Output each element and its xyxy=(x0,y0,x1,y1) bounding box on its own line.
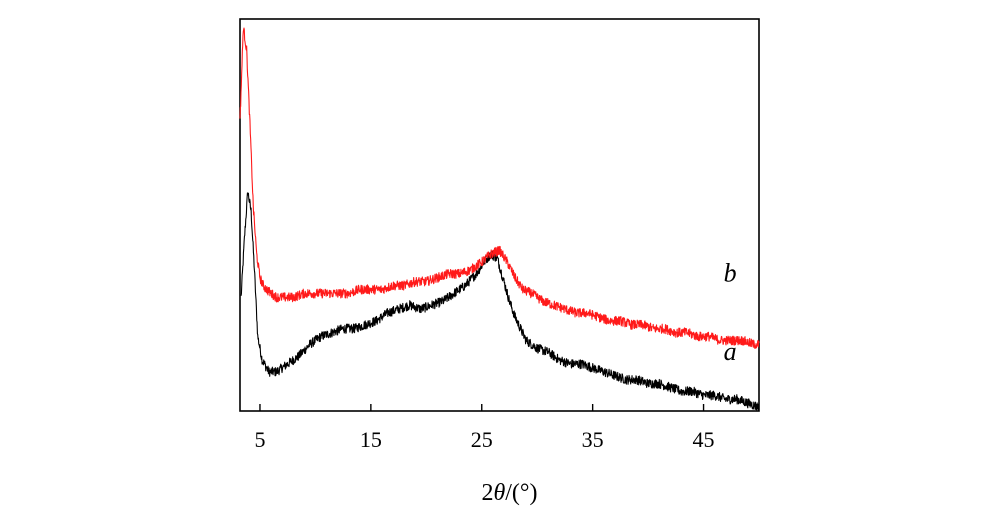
annotations: ba xyxy=(724,259,737,366)
x-tick-label: 25 xyxy=(471,427,493,452)
plot-frame xyxy=(239,18,760,412)
x-axis-title-unit: /(°) xyxy=(505,480,537,506)
series-layer xyxy=(239,27,760,412)
series-line-a xyxy=(240,192,760,412)
series-label-b: b xyxy=(724,259,737,288)
series-label-a: a xyxy=(724,337,737,366)
x-tick-label: 45 xyxy=(693,427,715,452)
x-axis-title: 2θ/(°) xyxy=(481,480,537,506)
x-tick-label: 35 xyxy=(582,427,604,452)
series-line-b xyxy=(239,27,760,349)
x-axis-title-theta: θ xyxy=(493,480,505,506)
x-axis-ticks: 5 15 25 35 45 xyxy=(254,404,715,452)
x-tick-label: 15 xyxy=(360,427,382,452)
x-tick-label: 5 xyxy=(254,427,265,452)
x-axis-title-prefix: 2 xyxy=(481,480,493,506)
